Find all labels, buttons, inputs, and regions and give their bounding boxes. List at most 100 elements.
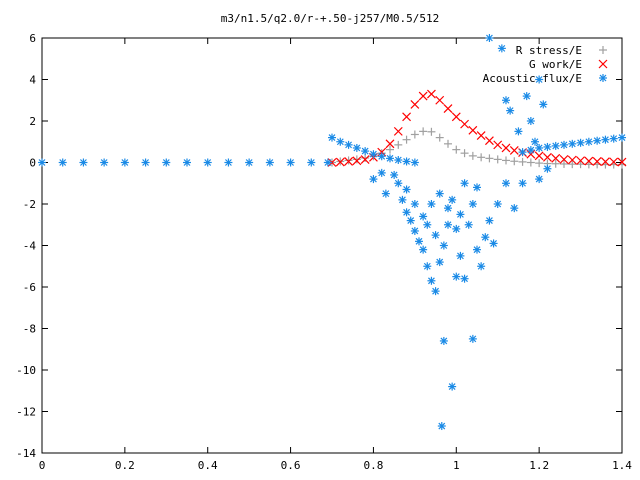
data-point — [501, 143, 511, 153]
data-point — [377, 152, 386, 161]
data-point — [415, 237, 423, 246]
data-point — [427, 127, 436, 136]
data-point — [464, 220, 473, 229]
data-point — [551, 153, 561, 163]
data-point — [141, 158, 150, 167]
data-point — [593, 136, 602, 145]
data-point — [476, 131, 486, 140]
data-point — [385, 139, 395, 149]
data-point — [522, 92, 531, 101]
data-point — [473, 245, 481, 254]
data-point — [307, 158, 316, 167]
data-point — [618, 133, 626, 142]
data-point — [526, 149, 536, 159]
y-tick-label: 0 — [29, 157, 36, 170]
data-point — [567, 155, 577, 165]
data-point — [335, 157, 345, 167]
data-point — [477, 262, 486, 271]
data-point — [410, 226, 419, 235]
data-point — [452, 145, 461, 154]
data-point — [460, 119, 469, 129]
data-point — [539, 100, 548, 109]
data-point — [402, 112, 411, 122]
data-point — [448, 382, 457, 391]
data-point — [502, 179, 510, 188]
data-point — [423, 262, 432, 271]
data-point — [444, 204, 452, 213]
data-point — [510, 157, 519, 166]
data-point — [477, 153, 486, 162]
data-point — [394, 140, 403, 149]
data-point — [352, 143, 361, 152]
data-point — [535, 159, 544, 168]
data-point — [609, 157, 619, 167]
x-tick-label: 1.4 — [612, 459, 632, 472]
data-point — [423, 220, 432, 229]
data-point — [203, 158, 212, 167]
y-tick-label: -10 — [16, 364, 36, 377]
data-point — [535, 175, 544, 184]
data-point — [559, 154, 569, 164]
chart-title: m3/n1.5/q2.0/r-+.50-j257/M0.5/512 — [221, 12, 440, 25]
data-point — [418, 91, 428, 101]
data-point — [431, 287, 440, 296]
data-point — [576, 160, 585, 169]
data-point — [568, 160, 577, 169]
data-point — [497, 44, 506, 53]
x-tick-label: 1 — [453, 459, 460, 472]
data-point — [502, 96, 510, 105]
data-point — [245, 158, 254, 167]
data-point — [390, 170, 399, 179]
data-point — [460, 274, 469, 283]
legend-label: Acoustic flux/E — [483, 72, 582, 85]
data-point — [435, 258, 444, 267]
data-point — [468, 334, 477, 343]
data-point — [485, 34, 494, 42]
data-point — [286, 158, 295, 167]
data-point — [344, 156, 353, 165]
data-point — [592, 157, 602, 166]
data-point — [448, 195, 457, 204]
data-point — [551, 141, 560, 150]
data-point — [323, 158, 332, 167]
series-layer — [38, 34, 627, 431]
data-point — [419, 212, 428, 221]
data-point — [79, 158, 88, 167]
data-point — [439, 336, 448, 345]
data-point — [514, 127, 523, 136]
data-point — [535, 75, 544, 84]
x-tick-label: 0.2 — [115, 459, 135, 472]
data-point — [402, 185, 411, 194]
data-point — [473, 183, 481, 192]
legend-marker — [599, 46, 607, 54]
data-point — [526, 158, 535, 167]
data-point — [543, 164, 552, 173]
data-point — [410, 99, 420, 109]
data-point — [427, 200, 436, 208]
data-point — [406, 216, 415, 225]
data-point — [394, 156, 403, 165]
y-axis: -14 -12 -10 -8 -6 -4 -2 0 2 4 6 — [16, 32, 622, 460]
y-tick-label: 4 — [29, 74, 36, 87]
data-point — [526, 146, 535, 155]
data-point — [352, 156, 362, 166]
data-point — [58, 158, 67, 167]
data-point — [361, 147, 370, 156]
data-point — [352, 155, 361, 164]
data-point — [419, 245, 428, 254]
data-point — [543, 152, 552, 162]
data-point — [398, 195, 407, 204]
legend-label: R stress/E — [516, 44, 582, 57]
plot-frame — [41, 37, 623, 454]
y-tick-label: -2 — [23, 198, 36, 211]
x-tick-label: 0.4 — [198, 459, 218, 472]
y-tick-label: -12 — [16, 406, 36, 419]
data-point — [444, 220, 452, 229]
data-point — [183, 158, 191, 167]
data-point — [609, 134, 618, 143]
data-point — [518, 148, 527, 157]
data-point — [576, 138, 585, 147]
data-point — [509, 146, 519, 155]
data-point — [518, 157, 527, 166]
